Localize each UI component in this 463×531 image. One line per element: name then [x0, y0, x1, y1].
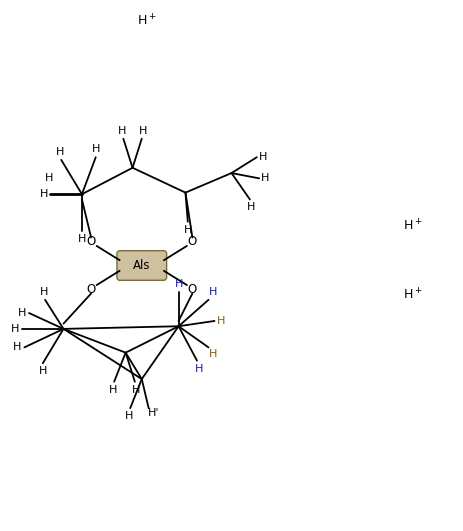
Text: H: H [209, 287, 217, 297]
Text: H: H [92, 144, 100, 155]
Text: O: O [87, 283, 96, 296]
Text: O: O [188, 283, 197, 296]
Text: H: H [38, 366, 47, 376]
Text: H: H [259, 152, 267, 162]
Text: H$^+$: H$^+$ [403, 218, 423, 234]
Text: H: H [13, 342, 22, 353]
Text: H: H [56, 147, 64, 157]
Text: H': H' [148, 408, 159, 418]
Text: H: H [40, 287, 48, 297]
Text: H: H [125, 411, 133, 421]
Text: H: H [175, 279, 183, 289]
Text: H: H [138, 126, 147, 136]
Text: H$^+$: H$^+$ [137, 13, 156, 29]
Text: H: H [184, 225, 192, 235]
Text: H: H [78, 234, 86, 244]
Text: H: H [195, 364, 203, 373]
Text: H$^+$: H$^+$ [403, 287, 423, 302]
Text: H: H [217, 316, 225, 326]
Text: H: H [261, 173, 269, 183]
FancyBboxPatch shape [117, 251, 167, 280]
Text: H: H [247, 202, 255, 212]
Text: H: H [109, 384, 117, 395]
Text: O: O [188, 235, 197, 248]
Text: H: H [118, 126, 126, 136]
Text: H: H [11, 324, 19, 334]
Text: H: H [131, 384, 140, 395]
Text: H: H [18, 308, 26, 318]
Text: O: O [87, 235, 96, 248]
Text: Als: Als [133, 259, 150, 272]
Text: H: H [209, 349, 217, 359]
Text: H: H [44, 173, 53, 183]
Text: H: H [39, 189, 48, 199]
